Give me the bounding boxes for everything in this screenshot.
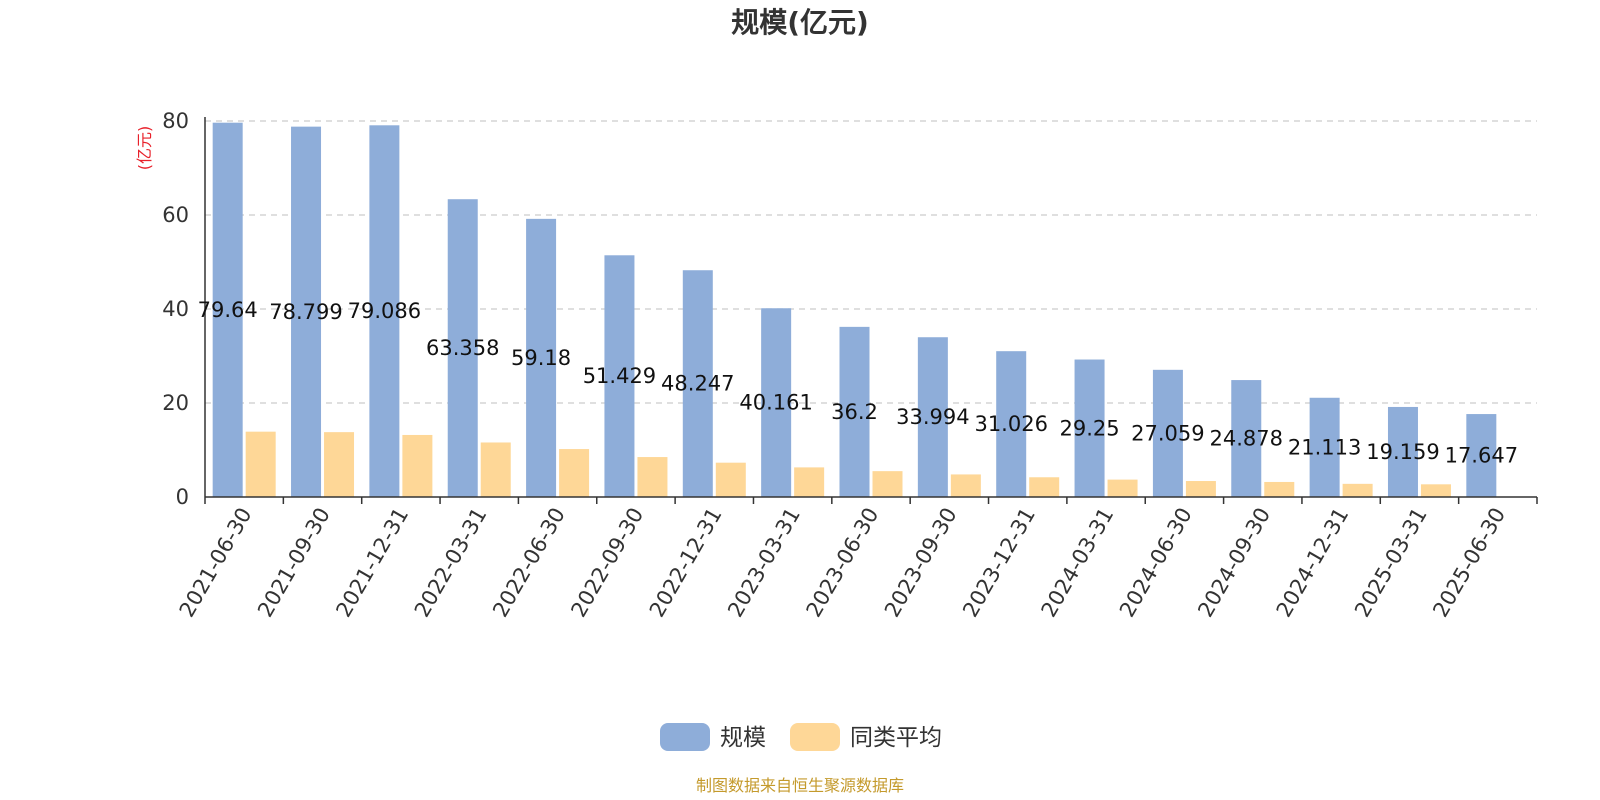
x-tick-label: 2023-06-30: [802, 504, 884, 622]
data-label: 78.799: [269, 300, 342, 324]
data-label: 33.994: [896, 405, 969, 429]
bar-peer-average: [1420, 484, 1451, 497]
x-tick-label: 2025-03-31: [1350, 504, 1432, 622]
bar-peer-average: [794, 467, 825, 497]
y-tick-label: 20: [162, 391, 189, 415]
bar-peer-average: [872, 471, 903, 497]
bar-scale: [526, 218, 557, 497]
legend-label: 同类平均: [850, 725, 942, 751]
x-tick-label: 2024-09-30: [1193, 504, 1275, 622]
data-label: 48.247: [661, 372, 734, 396]
bar-peer-average: [480, 442, 511, 497]
y-tick-label: 40: [162, 297, 189, 321]
data-label: 63.358: [426, 336, 499, 360]
bar-peer-average: [715, 462, 746, 497]
bar-scale: [761, 308, 792, 497]
chart-title: 规模(亿元): [731, 6, 869, 39]
bar-scale: [1074, 359, 1105, 497]
data-label: 19.159: [1366, 440, 1439, 464]
x-tick-label: 2021-09-30: [253, 504, 335, 622]
data-label: 59.18: [511, 346, 571, 370]
data-label: 31.026: [974, 412, 1047, 436]
bar-peer-average: [402, 434, 433, 497]
x-tick-label: 2023-09-30: [880, 504, 962, 622]
bar-scale: [291, 126, 322, 497]
x-tick-label: 2024-06-30: [1115, 504, 1197, 622]
bar-peer-average: [950, 474, 981, 497]
data-label: 27.059: [1131, 421, 1204, 445]
x-tick-label: 2022-12-31: [645, 504, 727, 622]
bar-scale: [996, 351, 1027, 497]
y-tick-label: 0: [176, 485, 189, 509]
legend-item-scale[interactable]: 规模: [660, 723, 766, 751]
bars: [212, 122, 1497, 497]
bar-peer-average: [245, 431, 276, 497]
data-label: 51.429: [583, 364, 656, 388]
data-label: 36.2: [831, 400, 878, 424]
legend-label: 规模: [720, 725, 766, 751]
data-label: 79.64: [198, 298, 258, 322]
bar-peer-average: [1264, 481, 1295, 497]
legend-swatch: [790, 723, 840, 751]
bar-peer-average: [1185, 481, 1216, 497]
bar-peer-average: [1342, 483, 1373, 497]
grid-lines: [205, 120, 1537, 404]
x-tick-label: 2021-06-30: [175, 504, 257, 622]
data-label: 40.161: [739, 391, 812, 415]
data-label: 21.113: [1288, 435, 1361, 459]
bar-scale: [1466, 414, 1497, 497]
y-tick-label: 60: [162, 203, 189, 227]
bar-peer-average: [1107, 479, 1138, 497]
legend[interactable]: 规模 同类平均: [660, 723, 942, 751]
x-tick-label: 2023-12-31: [958, 504, 1040, 622]
bar-scale: [1152, 369, 1183, 497]
bar-scale: [447, 199, 478, 497]
bar-peer-average: [559, 449, 590, 497]
x-tick-label: 2021-12-31: [331, 504, 413, 622]
bar-scale: [604, 255, 635, 497]
bar-scale: [212, 122, 243, 497]
data-label: 17.647: [1445, 444, 1518, 468]
bar-scale: [1309, 397, 1340, 497]
source-note: 制图数据来自恒生聚源数据库: [696, 776, 904, 795]
bar-scale: [1387, 406, 1418, 497]
y-axis-unit-label: (亿元): [135, 126, 154, 171]
data-label: 79.086: [348, 299, 421, 323]
bar-scale: [839, 326, 870, 497]
bar-peer-average: [637, 457, 668, 497]
bar-scale: [1231, 380, 1262, 497]
x-tick-label: 2025-06-30: [1428, 504, 1510, 622]
legend-swatch: [660, 723, 710, 751]
bar-peer-average: [324, 432, 355, 497]
data-label: 29.25: [1059, 416, 1119, 440]
bar-scale: [369, 125, 400, 497]
x-tick-label: 2024-03-31: [1037, 504, 1119, 622]
legend-item-peer-average[interactable]: 同类平均: [790, 723, 942, 751]
bar-peer-average: [1029, 477, 1060, 497]
x-tick-label: 2022-03-31: [410, 504, 492, 622]
x-tick-label: 2022-06-30: [488, 504, 570, 622]
data-label: 24.878: [1210, 427, 1283, 451]
x-tick-label: 2022-09-30: [566, 504, 648, 622]
y-tick-label: 80: [162, 109, 189, 133]
bar-scale: [682, 270, 713, 497]
x-tick-label: 2023-03-31: [723, 504, 805, 622]
bar-scale: [917, 337, 948, 497]
x-tick-label: 2024-12-31: [1272, 504, 1354, 622]
